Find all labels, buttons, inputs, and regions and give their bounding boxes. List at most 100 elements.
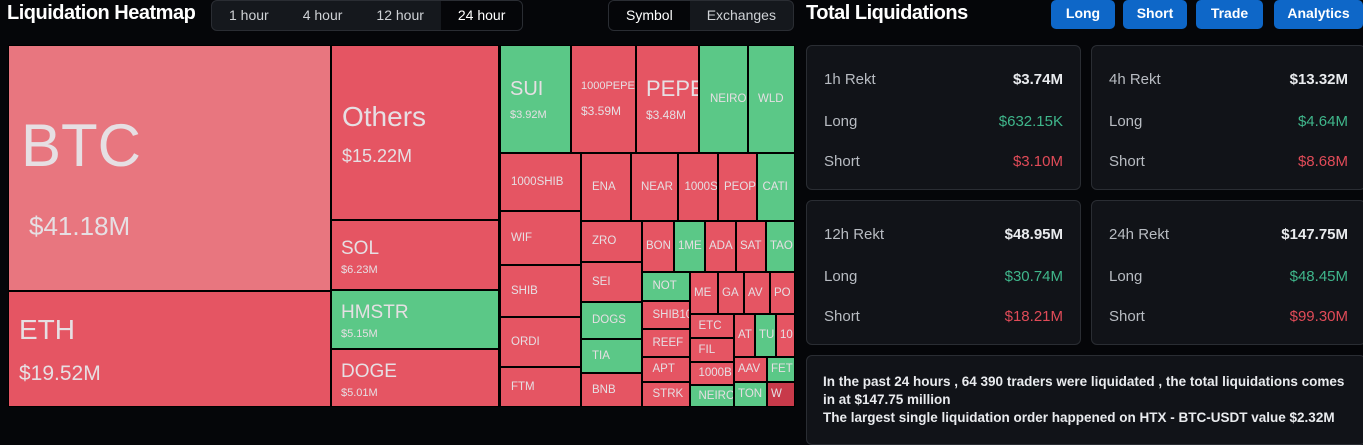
treemap-cell-near[interactable]: NEAR xyxy=(631,153,678,221)
long-row: Long $4.64M xyxy=(1109,113,1348,130)
analytics-button[interactable]: Analytics xyxy=(1274,0,1363,29)
tab-exchanges[interactable]: Exchanges xyxy=(706,7,776,23)
treemap-cell-w[interactable]: W xyxy=(767,382,795,407)
treemap-cell-btc[interactable]: BTC $41.18M xyxy=(8,45,331,291)
short-label: Short xyxy=(1109,153,1145,170)
treemap-cell-eth[interactable]: ETH $19.52M xyxy=(8,291,331,407)
treemap-cell-fil[interactable]: FIL xyxy=(690,338,734,362)
liquidation-summary: In the past 24 hours , 64 390 traders we… xyxy=(806,355,1363,445)
treemap-cell-bon[interactable]: BON xyxy=(642,221,674,272)
treemap-cell-bnb[interactable]: BNB xyxy=(581,373,642,407)
treemap-cell-10[interactable]: 10 xyxy=(776,314,795,357)
cell-value: $5.15M xyxy=(341,328,378,340)
treemap-cell-av[interactable]: AV xyxy=(744,272,770,314)
total-row: 24h Rekt $147.75M xyxy=(1109,226,1348,243)
short-row: Short $3.10M xyxy=(824,153,1063,170)
treemap-cell-shib1000[interactable]: SHIB1000 xyxy=(642,301,690,329)
treemap-cell-pepe[interactable]: PEPE $3.48M xyxy=(636,45,699,153)
treemap-cell-hmstr[interactable]: HMSTR $5.15M xyxy=(331,290,499,349)
short-button[interactable]: Short xyxy=(1123,0,1187,29)
view-tabs: Symbol Exchanges xyxy=(608,0,794,31)
treemap-cell-sat[interactable]: SAT xyxy=(736,221,766,272)
treemap-cell-wld[interactable]: WLD xyxy=(748,45,795,153)
treemap-cell-cati[interactable]: CATI xyxy=(757,153,795,221)
cell-label: ZRO xyxy=(592,235,617,247)
cell-label: TAO xyxy=(770,240,793,252)
treemap-cell-not[interactable]: NOT xyxy=(642,272,690,301)
period-label: 1h Rekt xyxy=(824,71,876,88)
treemap-cell-sei[interactable]: SEI xyxy=(581,262,642,302)
trade-button[interactable]: Trade xyxy=(1196,0,1263,29)
summary-line-1: In the past 24 hours , 64 390 traders we… xyxy=(823,374,1345,407)
cell-label: PO xyxy=(774,286,791,299)
cell-label: TIA xyxy=(592,349,610,362)
treemap-cell-strk[interactable]: STRK xyxy=(642,382,690,407)
treemap-cell-dogs[interactable]: DOGS xyxy=(581,302,642,339)
treemap-cell-po[interactable]: PO xyxy=(770,272,795,314)
long-row: Long $30.74M xyxy=(824,268,1063,285)
treemap-cell-aav[interactable]: AAV xyxy=(734,357,767,382)
treemap-cell-doge[interactable]: DOGE $5.01M xyxy=(331,349,499,407)
tab-12-hour[interactable]: 12 hour xyxy=(376,7,424,23)
treemap-cell-ena[interactable]: ENA xyxy=(581,153,631,221)
cell-label: 1ME xyxy=(678,240,702,252)
cell-label: WLD xyxy=(758,92,784,105)
cell-label: FET xyxy=(771,363,793,375)
treemap-cell-others[interactable]: Others $15.22M xyxy=(331,45,499,220)
tab-24-hour[interactable]: 24 hour xyxy=(440,1,523,30)
cell-label: NEAR xyxy=(641,180,673,193)
cell-label: W xyxy=(771,388,782,400)
tab-symbol[interactable]: Symbol xyxy=(609,1,690,30)
treemap-cell-me[interactable]: ME xyxy=(690,272,718,314)
total-row: 12h Rekt $48.95M xyxy=(824,226,1063,243)
treemap-cell-zro[interactable]: ZRO xyxy=(581,221,642,262)
treemap-cell-1000s[interactable]: 1000S xyxy=(678,153,718,221)
cell-label: SUI xyxy=(510,78,544,100)
cell-label: AV xyxy=(748,286,763,299)
treemap-cell-ga[interactable]: GA xyxy=(718,272,744,314)
treemap-cell-apt[interactable]: APT xyxy=(642,357,690,382)
treemap-cell-1me[interactable]: 1ME xyxy=(674,221,705,272)
cell-label: NEIRO xyxy=(698,389,734,402)
short-row: Short $18.21M xyxy=(824,308,1063,325)
cell-label: 1000B xyxy=(698,367,732,379)
treemap-cell-peop[interactable]: PEOP xyxy=(718,153,757,221)
treemap-cell-1000shib[interactable]: 1000SHIB xyxy=(500,153,581,211)
treemap-cell-etc[interactable]: ETC xyxy=(690,314,734,338)
tab-4-hour[interactable]: 4 hour xyxy=(302,7,343,23)
period-label: 24h Rekt xyxy=(1109,226,1170,243)
treemap-cell-neiro[interactable]: NEIRO xyxy=(699,45,748,153)
cell-label: TU xyxy=(759,329,775,341)
treemap-cell-shib[interactable]: SHIB xyxy=(500,265,581,317)
treemap-cell-ada[interactable]: ADA xyxy=(705,221,736,272)
treemap-cell-wif[interactable]: WIF xyxy=(500,211,581,265)
long-label: Long xyxy=(1109,113,1143,130)
treemap-cell-tia[interactable]: TIA xyxy=(581,339,642,373)
rekt-card-1h: 1h Rekt $3.74M Long $632.15K Short $3.10M xyxy=(806,45,1081,190)
rekt-card-12h: 12h Rekt $48.95M Long $30.74M Short $18.21M xyxy=(806,200,1081,345)
treemap-cell-tu[interactable]: TU xyxy=(755,314,776,357)
cell-label: ETH xyxy=(19,314,75,345)
treemap-cell-tao[interactable]: TAO xyxy=(766,221,795,272)
treemap-cell-fet[interactable]: FET xyxy=(767,357,795,382)
treemap-cell-1000pepe[interactable]: 1000PEPE $3.59M xyxy=(571,45,636,153)
treemap-cell-reef[interactable]: REEF xyxy=(642,329,690,357)
treemap-cell-at[interactable]: AT xyxy=(734,314,755,357)
treemap-cell-neiro[interactable]: NEIRO xyxy=(690,385,734,407)
treemap-cell-ftm[interactable]: FTM xyxy=(500,367,581,407)
short-value: $99.30M xyxy=(1289,308,1348,325)
short-label: Short xyxy=(824,153,860,170)
treemap-cell-ordi[interactable]: ORDI xyxy=(500,317,581,367)
long-value: $4.64M xyxy=(1297,113,1348,130)
treemap-cell-ton[interactable]: TON xyxy=(734,382,767,407)
cell-label: FIL xyxy=(698,343,716,356)
long-button[interactable]: Long xyxy=(1051,0,1115,29)
cell-value: $41.18M xyxy=(29,211,131,241)
treemap-cell-sol[interactable]: SOL $6.23M xyxy=(331,220,499,290)
cell-label: GA xyxy=(722,286,739,299)
treemap-cell-1000b[interactable]: 1000B xyxy=(690,362,734,385)
treemap-cell-sui[interactable]: SUI $3.92M xyxy=(500,45,571,153)
tab-1-hour[interactable]: 1 hour xyxy=(229,7,269,23)
cell-label: PEPE xyxy=(646,76,699,101)
long-value: $30.74M xyxy=(1004,268,1063,285)
